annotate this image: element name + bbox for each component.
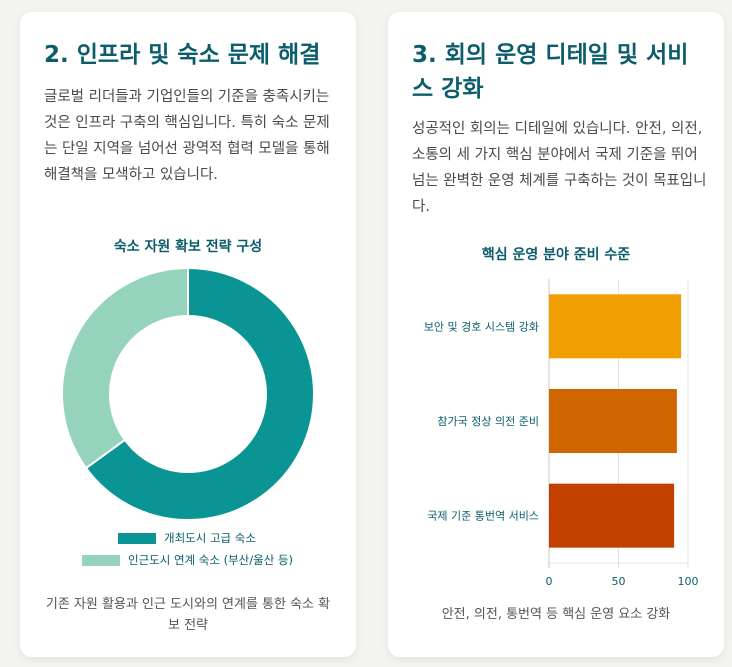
chart-caption: 안전, 의전, 통번역 등 핵심 운영 요소 강화 [441,607,671,622]
card-title: 3. 회의 운영 디테일 및 서비스 강화 [412,42,689,102]
legend-item-nearby-city: 인근도시 연계 숙소 (부산/울산 등) [82,552,293,568]
card-description: 성공적인 회의는 디테일에 있습니다. 안전, 의전, 소통의 세 가지 핵심 … [412,121,707,215]
operations-card: 3. 회의 운영 디테일 및 서비스 강화 성공적인 회의는 디테일에 있습니다… [388,12,724,657]
donut-slice-2 [61,266,189,470]
card-title: 2. 인프라 및 숙소 문제 해결 [44,42,321,68]
card-description: 글로벌 리더들과 기업인들의 기준을 충족시키는 것은 인프라 구축의 핵심입니… [44,89,330,183]
legend-item-host-city: 개최도시 고급 숙소 [118,530,256,546]
x-tick-label: 100 [678,575,699,587]
bar-1 [549,294,682,359]
y-category-label: 참가국 정상 의전 준비 [437,415,539,428]
donut-chart-title: 숙소 자원 확보 전략 구성 [113,239,263,255]
bar-3 [549,483,675,548]
legend-label: 인근도시 연계 숙소 (부산/울산 등) [128,553,294,567]
legend-swatch [118,532,156,544]
legend-swatch [82,554,120,566]
bar-2 [549,389,677,453]
infrastructure-card: 2. 인프라 및 숙소 문제 해결 글로벌 리더들과 기업인들의 기준을 충족시… [20,12,356,657]
y-category-label: 국제 기준 통번역 서비스 [427,510,539,523]
donut-slice-1 [84,266,315,521]
x-tick-label: 0 [546,575,553,587]
chart-caption: 기존 자원 활용과 인근 도시와의 연계를 통한 숙소 확보 전략 [45,597,331,633]
x-tick-label: 50 [612,575,626,587]
bar-chart-title: 핵심 운영 분야 준비 수준 [481,247,631,263]
accommodation-donut-chart [61,266,315,521]
legend-label: 개최도시 고급 숙소 [164,531,256,545]
y-category-label: 보안 및 경호 시스템 강화 [424,320,539,333]
